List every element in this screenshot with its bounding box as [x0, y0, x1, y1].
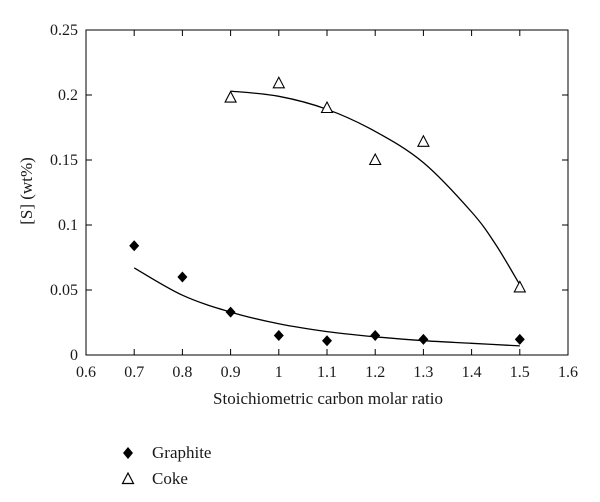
legend-label-graphite: Graphite: [152, 443, 212, 462]
open-triangle-icon: [121, 471, 135, 485]
fit-curve-coke: [230, 90, 521, 286]
x-tick-label: 1: [275, 364, 283, 381]
y-tick-label: 0.15: [50, 152, 78, 169]
y-tick-label: 0.2: [58, 87, 78, 104]
x-tick-label: 1.4: [462, 364, 482, 381]
data-point-graphite: [225, 306, 236, 318]
data-point-graphite: [177, 271, 188, 283]
x-tick-label: 1.3: [413, 364, 433, 381]
data-point-coke: [513, 280, 527, 293]
data-point-graphite: [129, 240, 140, 252]
data-point-graphite: [370, 330, 381, 341]
y-axis-title: [S] (wt%): [17, 157, 36, 225]
x-tick-label: 1.5: [510, 364, 530, 381]
legend: Graphite Coke: [118, 440, 211, 492]
y-tick-label: 0.1: [58, 217, 78, 234]
data-point-coke: [320, 100, 334, 114]
filled-diamond-icon: [123, 447, 133, 459]
fit-curve-graphite: [133, 267, 520, 347]
data-point-graphite: [514, 333, 525, 345]
data-point-coke: [368, 152, 382, 166]
x-tick-label: 0.6: [76, 364, 96, 381]
x-tick-label: 0.9: [221, 364, 241, 381]
data-point-coke: [224, 90, 238, 103]
plot-frame: [85, 29, 569, 356]
y-tick-label: 0.05: [50, 282, 78, 299]
x-tick-label: 1.2: [365, 364, 385, 381]
x-tick-label: 1.6: [558, 364, 578, 381]
x-tick-label: 1.1: [317, 364, 337, 381]
legend-item-graphite: Graphite: [118, 440, 211, 466]
x-tick-label: 0.7: [124, 364, 144, 381]
legend-item-coke: Coke: [118, 466, 211, 492]
legend-label-coke: Coke: [152, 469, 188, 488]
data-point-graphite: [273, 330, 284, 341]
x-tick-label: 0.8: [172, 364, 192, 381]
data-point-graphite: [322, 335, 332, 347]
x-axis-title: Stoichiometric carbon molar ratio: [213, 389, 443, 408]
y-tick-label: 0.25: [50, 22, 78, 39]
data-point-coke: [272, 76, 286, 89]
data-point-graphite: [418, 333, 429, 345]
y-tick-label: 0: [70, 347, 78, 364]
data-point-coke: [416, 134, 430, 147]
